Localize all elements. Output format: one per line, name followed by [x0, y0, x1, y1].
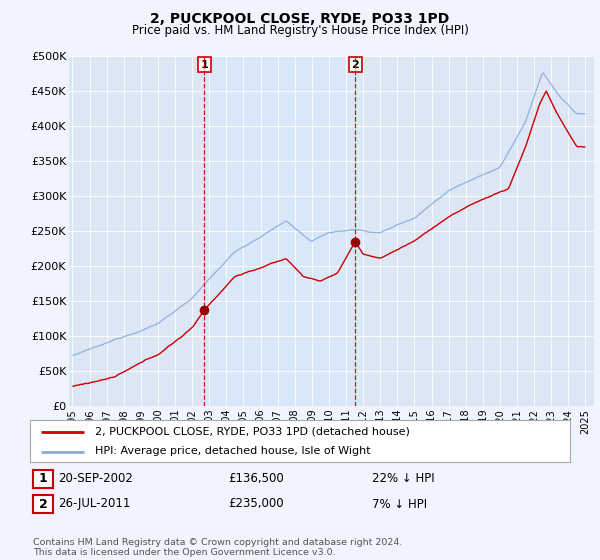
- Bar: [205, 56, 355, 406]
- Text: 20-SEP-2002: 20-SEP-2002: [58, 472, 133, 486]
- Text: 1: 1: [38, 472, 47, 486]
- Text: HPI: Average price, detached house, Isle of Wight: HPI: Average price, detached house, Isle…: [95, 446, 370, 456]
- Text: £235,000: £235,000: [228, 497, 284, 511]
- Text: 7% ↓ HPI: 7% ↓ HPI: [372, 497, 427, 511]
- Text: Price paid vs. HM Land Registry's House Price Index (HPI): Price paid vs. HM Land Registry's House …: [131, 24, 469, 36]
- Text: 2: 2: [38, 497, 47, 511]
- Text: Contains HM Land Registry data © Crown copyright and database right 2024.
This d: Contains HM Land Registry data © Crown c…: [33, 538, 403, 557]
- Text: 2, PUCKPOOL CLOSE, RYDE, PO33 1PD: 2, PUCKPOOL CLOSE, RYDE, PO33 1PD: [151, 12, 449, 26]
- Text: 2: 2: [352, 59, 359, 69]
- Text: 2, PUCKPOOL CLOSE, RYDE, PO33 1PD (detached house): 2, PUCKPOOL CLOSE, RYDE, PO33 1PD (detac…: [95, 427, 410, 437]
- Text: 1: 1: [200, 59, 208, 69]
- Text: 22% ↓ HPI: 22% ↓ HPI: [372, 472, 434, 486]
- Text: 26-JUL-2011: 26-JUL-2011: [58, 497, 131, 511]
- Text: £136,500: £136,500: [228, 472, 284, 486]
